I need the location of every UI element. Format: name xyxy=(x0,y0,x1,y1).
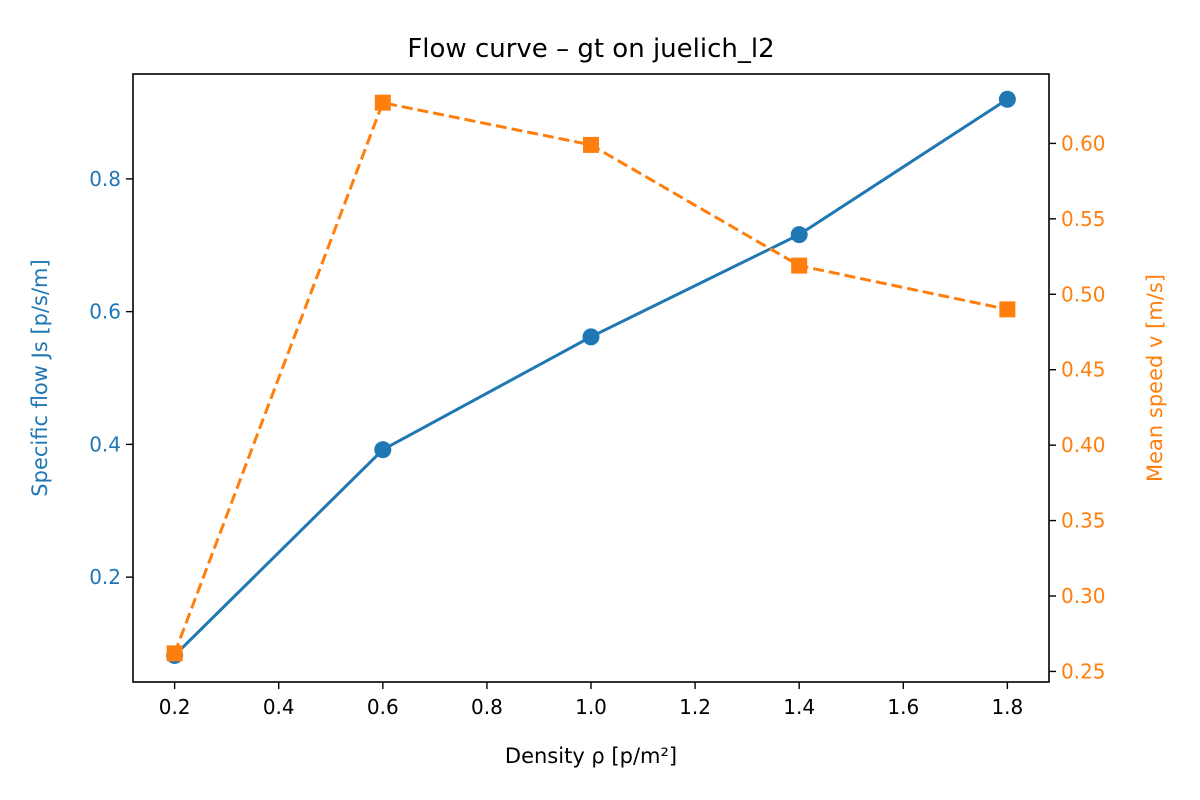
speed-data-point xyxy=(583,136,599,153)
x-tick-label: 1.0 xyxy=(575,695,607,719)
left-y-tick-label: 0.8 xyxy=(89,167,121,191)
x-axis-label: Density ρ [p/m²] xyxy=(505,744,677,768)
flow-data-point xyxy=(582,328,600,346)
speed-data-point xyxy=(374,94,391,111)
right-y-tick-label: 0.60 xyxy=(1061,131,1106,155)
x-tick-label: 0.4 xyxy=(263,695,295,719)
x-tick-label: 0.6 xyxy=(367,695,399,719)
series-layer xyxy=(166,90,1016,664)
left-y-tick-label: 0.4 xyxy=(89,432,121,456)
right-y-tick-label: 0.55 xyxy=(1061,207,1106,231)
left-y-tick-label: 0.2 xyxy=(89,565,121,589)
right-y-tick-label: 0.25 xyxy=(1061,659,1106,683)
flow-data-point xyxy=(790,226,808,244)
right-y-tick-label: 0.40 xyxy=(1061,433,1106,457)
left-y-tick-label: 0.6 xyxy=(89,300,121,324)
chart-title: Flow curve – gt on juelich_l2 xyxy=(407,34,774,64)
x-tick-label: 1.6 xyxy=(887,695,919,719)
flow-data-point xyxy=(998,90,1016,108)
x-tick-label: 0.2 xyxy=(159,695,191,719)
x-tick-label: 1.8 xyxy=(991,695,1023,719)
right-y-tick-label: 0.50 xyxy=(1061,282,1106,306)
x-tick-label: 1.4 xyxy=(783,695,815,719)
left-y-axis-label: Specific flow Js [p/s/m] xyxy=(28,259,52,496)
speed-data-point xyxy=(999,301,1016,318)
right-y-tick-label: 0.35 xyxy=(1061,509,1106,533)
speed-data-point xyxy=(791,257,808,274)
x-tick-label: 0.8 xyxy=(471,695,503,719)
speed-data-point xyxy=(166,645,183,662)
right-y-axis-label: Mean speed v [m/s] xyxy=(1143,274,1167,482)
x-tick-label: 1.2 xyxy=(679,695,711,719)
flow-data-point xyxy=(374,441,392,459)
right-y-tick-label: 0.30 xyxy=(1061,584,1106,608)
right-y-tick-label: 0.45 xyxy=(1061,358,1106,382)
ticks-layer: 0.2 0.4 0.6 0.8 1.0 1.2 1.4 1.6 1.8 0.2 0.4 0.6 0.8 0… xyxy=(89,131,1105,719)
